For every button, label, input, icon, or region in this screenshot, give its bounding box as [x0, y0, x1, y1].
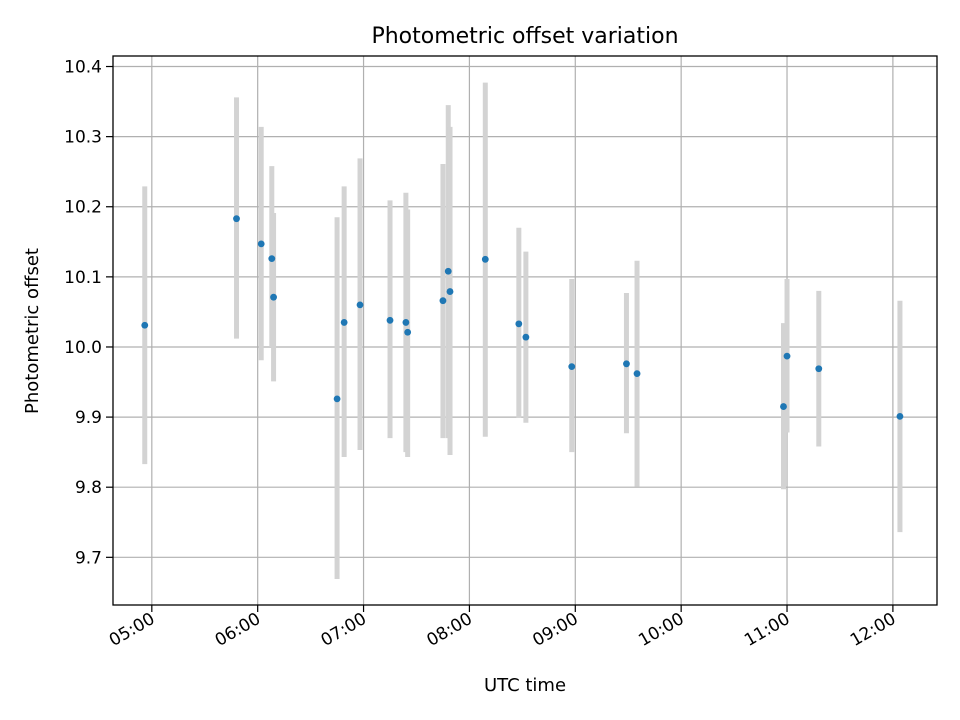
data-point: [815, 365, 823, 373]
data-point: [386, 316, 394, 324]
y-tick-label: 9.8: [75, 478, 102, 498]
data-point: [481, 255, 489, 263]
y-axis-label: Photometric offset: [22, 248, 43, 414]
data-point: [896, 412, 904, 420]
y-tick-label: 10.3: [64, 128, 102, 148]
data-point: [568, 363, 576, 371]
data-point: [356, 301, 364, 309]
data-point: [141, 321, 149, 329]
data-point: [257, 240, 265, 248]
axes-frame: [112, 55, 938, 606]
y-tick-label: 10.0: [64, 338, 102, 358]
chart-title: Photometric offset variation: [371, 24, 678, 49]
data-point: [404, 328, 412, 336]
x-axis-label: UTC time: [484, 675, 566, 696]
y-tick-label: 10.2: [64, 198, 102, 218]
data-point: [633, 370, 641, 378]
data-point: [270, 293, 277, 301]
data-point: [783, 352, 791, 360]
data-point: [340, 319, 348, 326]
data-point: [439, 297, 447, 305]
data-point: [780, 403, 787, 410]
data-point: [623, 360, 630, 368]
data-point: [522, 333, 530, 341]
data-point: [515, 320, 523, 328]
y-tick-label: 10.4: [64, 58, 102, 78]
data-point: [233, 215, 240, 223]
data-point: [268, 255, 276, 263]
data-point: [333, 395, 341, 403]
data-point: [444, 267, 452, 275]
data-point: [446, 288, 454, 295]
y-tick-label: 9.7: [75, 548, 102, 568]
y-tick-label: 9.9: [75, 408, 102, 428]
y-tick-label: 10.1: [64, 268, 102, 288]
data-point: [402, 319, 410, 326]
